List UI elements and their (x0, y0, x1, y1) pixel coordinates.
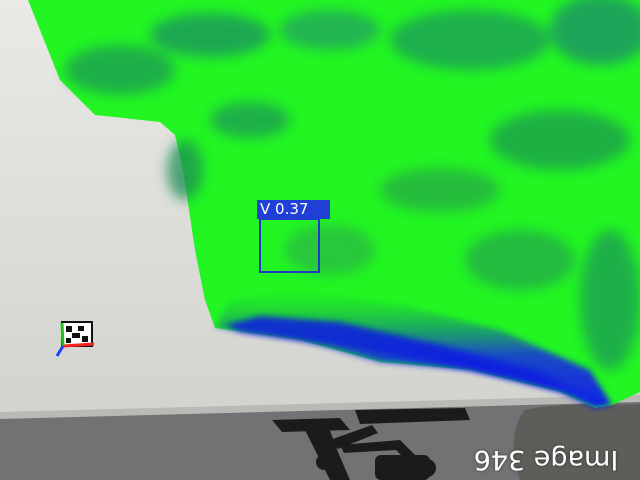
detection-label: V 0.37 (257, 200, 330, 219)
marker-z-axis (55, 345, 65, 357)
office-chair (272, 408, 470, 480)
marker-y-axis (60, 322, 65, 347)
table-edge (0, 395, 640, 419)
person-leg (513, 404, 640, 480)
fiducial-marker (55, 321, 95, 357)
detection-box (259, 218, 320, 273)
image-caption: Image 346 (473, 444, 619, 475)
heatmap-surface (28, 0, 640, 408)
marker-x-axis (62, 342, 95, 348)
